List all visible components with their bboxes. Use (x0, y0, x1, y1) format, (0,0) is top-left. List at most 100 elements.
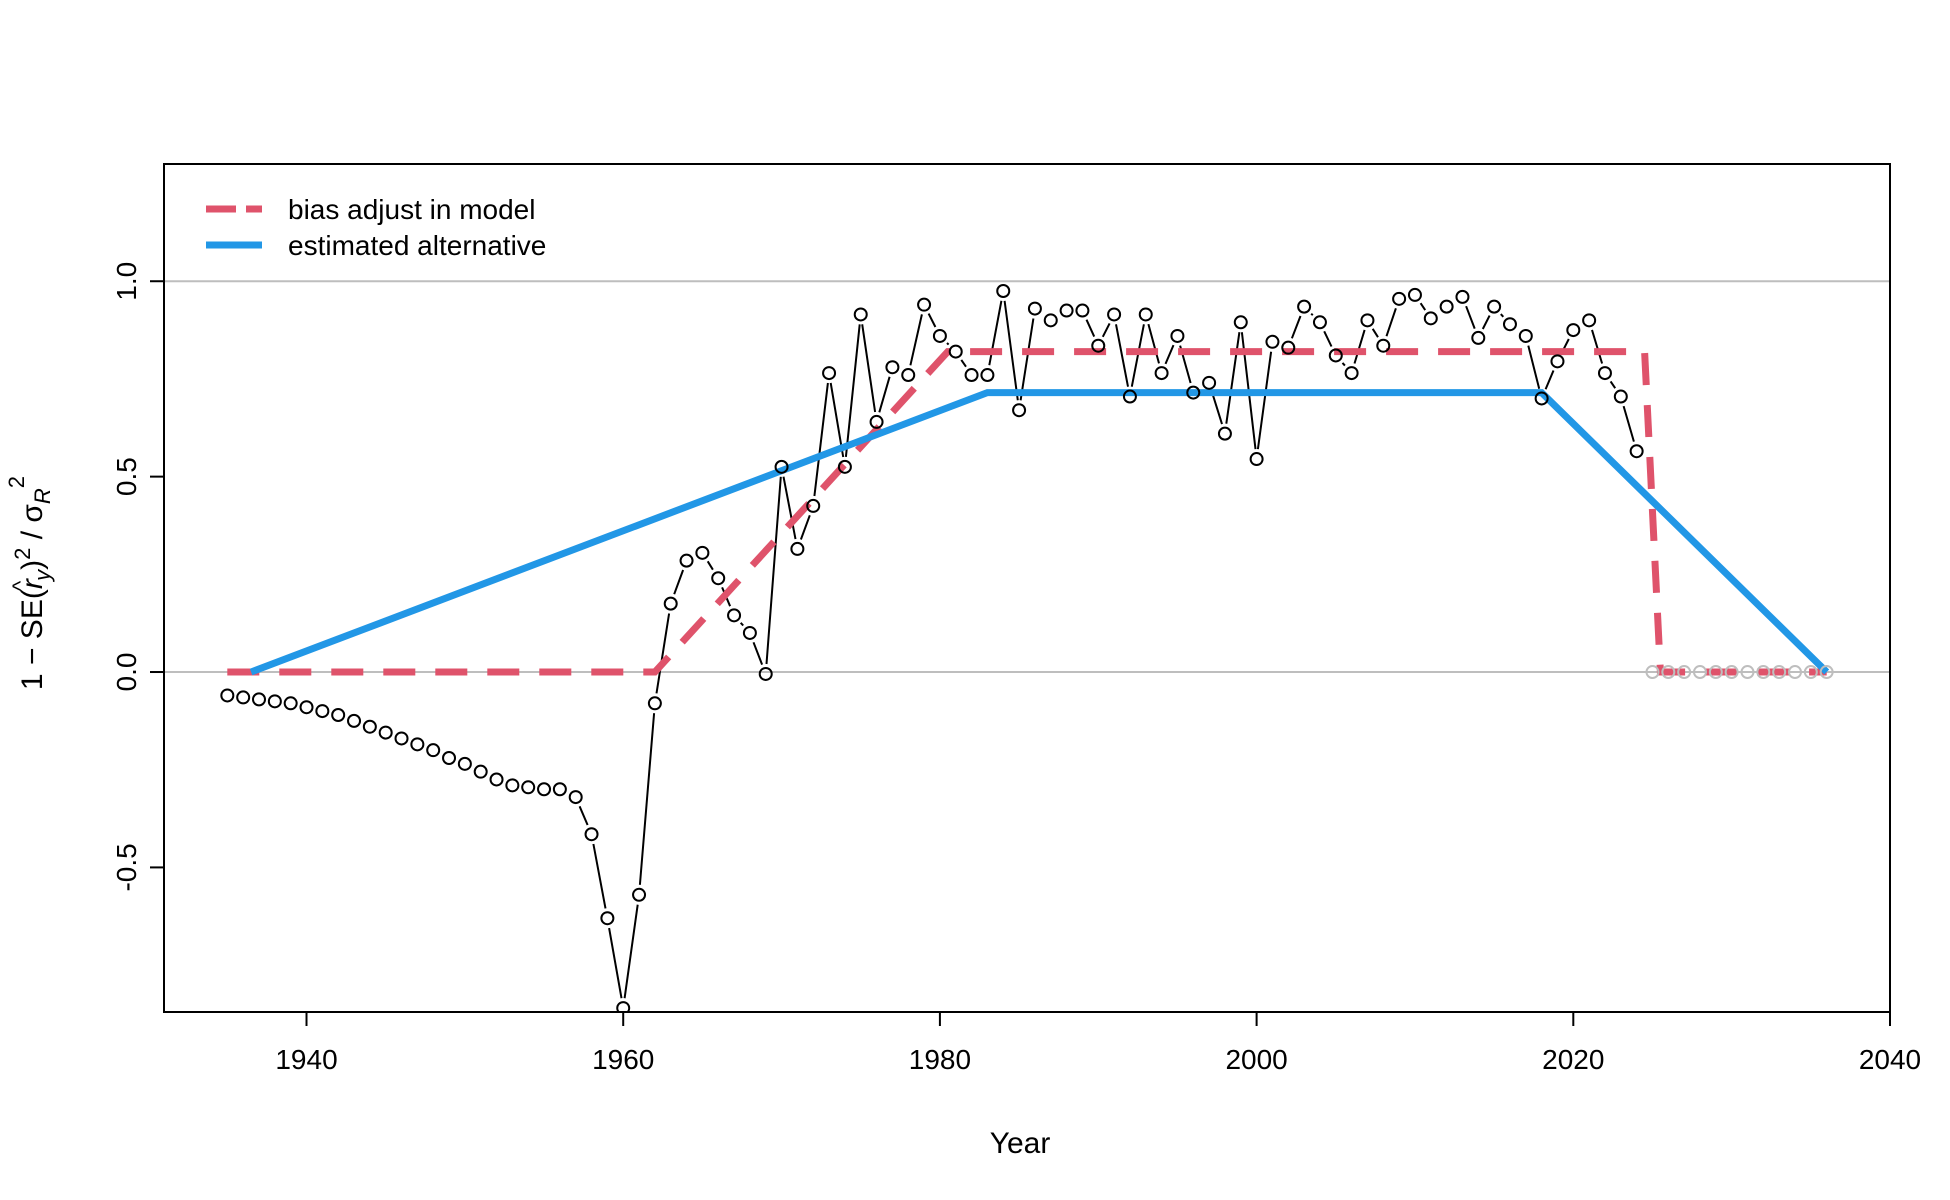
data-point (1582, 313, 1597, 328)
bias-adjust-line (227, 348, 1827, 676)
data-point (537, 782, 552, 797)
data-point (1059, 303, 1074, 318)
y-axis-title-sub-r: R (30, 488, 55, 504)
data-point (362, 719, 377, 734)
data-point (1012, 403, 1027, 418)
data-point (505, 778, 520, 793)
data-point (1249, 452, 1264, 467)
data-point (632, 887, 647, 902)
forecast-point (1803, 665, 1818, 680)
data-point (283, 696, 298, 711)
data-point (901, 368, 916, 383)
data-point (932, 328, 947, 343)
forecast-point (1692, 665, 1707, 680)
data-point (1502, 317, 1517, 332)
data-point (1075, 303, 1090, 318)
data-point (806, 498, 821, 513)
y-tick-label-2: 0.5 (111, 457, 142, 496)
data-point (1487, 299, 1502, 314)
data-point (1154, 366, 1169, 381)
data-point (220, 688, 235, 703)
data-point (299, 700, 314, 715)
x-tick-label-3: 2000 (1225, 1044, 1287, 1075)
data-point (837, 459, 852, 474)
y-axis-title-r: r (16, 578, 49, 589)
forecast-point (1661, 665, 1676, 680)
x-axis: 1940 1960 1980 2000 2020 2040 (275, 1011, 1921, 1075)
forecast-point (1819, 665, 1834, 680)
x-axis-title: Year (990, 1127, 1051, 1160)
x-tick-label-2: 1980 (909, 1044, 971, 1075)
data-point (1328, 348, 1343, 363)
y-axis-title: 1 − SE(r^y)2 / σR2 (4, 476, 55, 690)
data-point (663, 596, 678, 611)
data-point (426, 743, 441, 758)
data-point (1027, 301, 1042, 316)
data-point (410, 737, 425, 752)
data-point (394, 731, 409, 746)
data-point (964, 368, 979, 383)
y-axis-title-sub-y: y (30, 568, 55, 583)
data-point (1233, 315, 1248, 330)
data-point (1439, 299, 1454, 314)
data-point (790, 541, 805, 556)
data-point (1265, 334, 1280, 349)
data-point (996, 284, 1011, 299)
data-point (552, 782, 567, 797)
points-connector-line (578, 300, 1635, 999)
data-point (1107, 307, 1122, 322)
y-axis-title-sup-b: 2 (4, 476, 29, 488)
y-axis-title-sigma: / σ (16, 504, 49, 548)
data-point (1423, 311, 1438, 326)
data-point (885, 360, 900, 375)
data-point (1360, 313, 1375, 328)
data-point (378, 725, 393, 740)
data-point (822, 366, 837, 381)
data-point (1043, 313, 1058, 328)
data-point (489, 772, 504, 787)
data-point (1376, 338, 1391, 353)
x-tick-label-4: 2020 (1542, 1044, 1604, 1075)
data-point (1281, 340, 1296, 355)
data-point (1550, 354, 1565, 369)
data-point (267, 694, 282, 709)
data-point (1392, 291, 1407, 306)
data-point (1613, 389, 1628, 404)
series-points (220, 284, 1834, 1012)
forecast-point (1645, 665, 1660, 680)
forecast-point (1724, 665, 1739, 680)
x-tick-label-1: 1960 (592, 1044, 654, 1075)
y-axis-title-prefix: 1 − SE( (16, 589, 49, 690)
data-point (1202, 375, 1217, 390)
data-point (1407, 287, 1422, 302)
legend-label-1: estimated alternative (288, 230, 546, 261)
forecast-point (1772, 665, 1787, 680)
data-point (742, 625, 757, 640)
data-point (1091, 338, 1106, 353)
data-point (315, 704, 330, 719)
data-point (853, 307, 868, 322)
data-point (1455, 289, 1470, 304)
data-point (679, 553, 694, 568)
data-point (1138, 307, 1153, 322)
y-tick-label-0: -0.5 (111, 843, 142, 891)
data-point (758, 666, 773, 681)
series-lines (227, 300, 1830, 999)
data-point (917, 297, 932, 312)
data-point (774, 459, 789, 474)
series-points-clipped (220, 284, 1834, 1012)
data-point (331, 708, 346, 723)
data-point (584, 827, 599, 842)
data-point (727, 608, 742, 623)
estimated-alternative-line (249, 389, 1830, 676)
data-point (1566, 323, 1581, 338)
data-point (1312, 315, 1327, 330)
data-point (695, 545, 710, 560)
data-point (1217, 426, 1232, 441)
y-axis-title-sup-a: 2 (10, 548, 35, 560)
x-tick-label-5: 2040 (1859, 1044, 1921, 1075)
data-point (1534, 391, 1549, 406)
data-point (869, 414, 884, 429)
data-point (1297, 299, 1312, 314)
